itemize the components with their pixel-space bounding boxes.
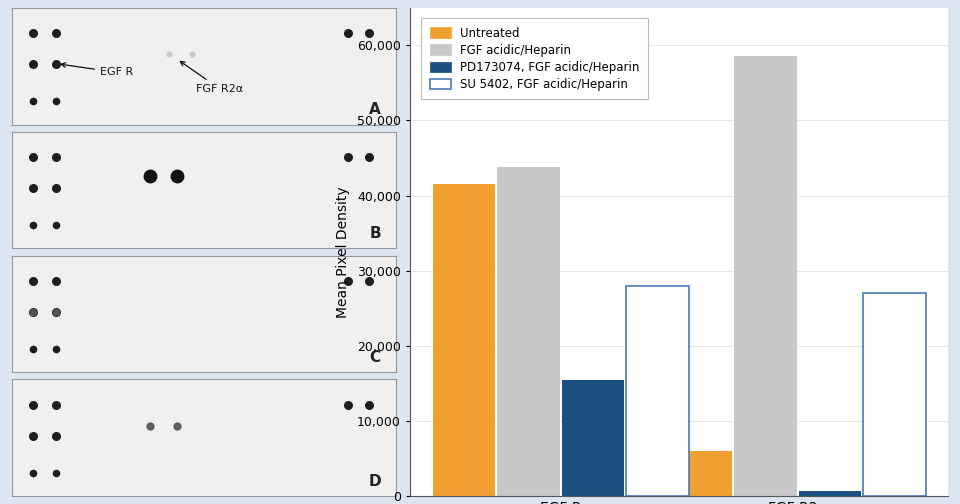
Bar xyxy=(626,286,689,496)
Text: A: A xyxy=(369,102,381,117)
Bar xyxy=(669,451,732,496)
Bar xyxy=(562,380,624,496)
Y-axis label: Mean Pixel Density: Mean Pixel Density xyxy=(336,186,350,318)
Text: D: D xyxy=(368,474,381,489)
Legend: Untreated, FGF acidic/Heparin, PD173074, FGF acidic/Heparin, SU 5402, FGF acidic: Untreated, FGF acidic/Heparin, PD173074,… xyxy=(421,18,648,99)
Bar xyxy=(734,56,797,496)
Bar xyxy=(863,293,926,496)
Bar xyxy=(497,167,560,496)
Text: C: C xyxy=(370,350,381,365)
Text: B: B xyxy=(370,226,381,241)
Bar xyxy=(433,184,495,496)
Text: FGF R2α: FGF R2α xyxy=(180,61,243,94)
Bar xyxy=(799,491,861,496)
Text: EGF R: EGF R xyxy=(61,62,133,78)
